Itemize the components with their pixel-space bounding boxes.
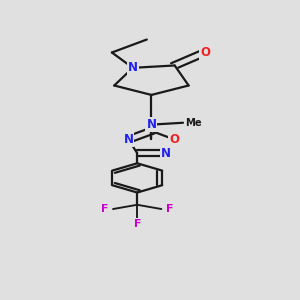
- Text: N: N: [146, 118, 156, 131]
- Text: N: N: [128, 61, 138, 74]
- Text: N: N: [160, 147, 171, 160]
- Text: O: O: [169, 133, 179, 146]
- Text: N: N: [123, 133, 134, 146]
- Text: F: F: [134, 219, 141, 229]
- Text: F: F: [101, 204, 108, 214]
- Text: Me: Me: [185, 118, 202, 128]
- Text: F: F: [166, 204, 173, 214]
- Text: O: O: [200, 46, 210, 59]
